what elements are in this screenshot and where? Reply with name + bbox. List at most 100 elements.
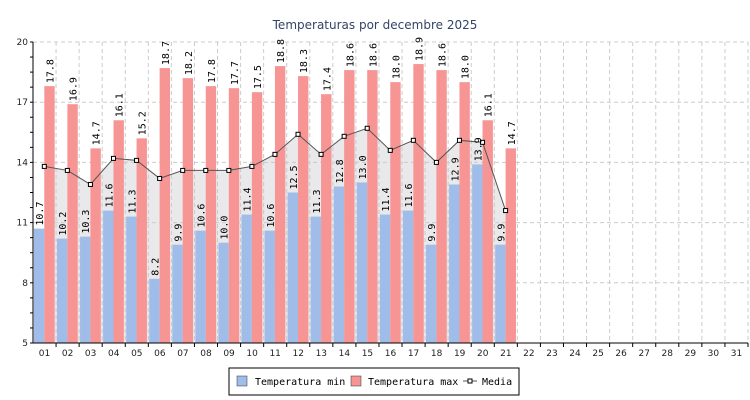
media-marker — [410, 137, 416, 143]
bar-max — [251, 92, 263, 344]
media-marker — [64, 167, 70, 173]
media-marker — [480, 139, 486, 145]
label-min: 10.6 — [197, 204, 208, 228]
bar-max — [482, 120, 493, 343]
x-tick-label: 21 — [500, 349, 511, 359]
bar-min — [310, 216, 322, 343]
media-marker — [41, 163, 47, 169]
label-min: 11.4 — [381, 187, 392, 211]
label-min: 12.5 — [289, 165, 300, 189]
label-max: 14.7 — [92, 121, 103, 145]
bar-max — [205, 86, 217, 343]
bar-min — [218, 242, 229, 343]
grid — [33, 41, 749, 343]
label-min: 11.4 — [243, 187, 254, 211]
media-marker — [341, 133, 347, 139]
x-tick-label: 14 — [339, 349, 351, 359]
media-marker — [503, 208, 509, 214]
x-tick-label: 17 — [408, 349, 419, 359]
label-min: 10.0 — [220, 216, 231, 240]
bar-max — [182, 78, 194, 344]
x-tick-label: 05 — [131, 349, 142, 359]
label-max: 18.6 — [368, 43, 379, 67]
x-tick-label: 10 — [246, 349, 258, 359]
x-tick-label: 23 — [546, 349, 557, 359]
label-min: 9.9 — [427, 224, 438, 242]
bar-max — [390, 82, 401, 343]
bar-max — [113, 120, 124, 343]
chart-title: Temperaturas por decembre 2025 — [272, 18, 478, 32]
label-min: 10.3 — [81, 210, 92, 234]
bar-min — [264, 230, 275, 343]
media-marker — [87, 181, 93, 187]
bar-min — [33, 228, 45, 343]
label-max: 18.0 — [461, 55, 472, 79]
bar-min — [379, 214, 391, 343]
bar-min — [333, 186, 345, 343]
x-tick-label: 19 — [454, 349, 466, 359]
y-tick-label: 14 — [17, 158, 29, 168]
x-tick-label: 31 — [731, 349, 742, 359]
bar-max — [436, 70, 447, 344]
media-line — [41, 125, 509, 214]
x-tick-label: 08 — [200, 349, 212, 359]
bar-max — [367, 70, 378, 344]
label-max: 18.9 — [415, 37, 426, 61]
legend-label-min: Temperatura min — [255, 377, 345, 388]
label-min: 12.9 — [450, 157, 461, 181]
media-marker — [180, 167, 186, 173]
label-max: 17.8 — [207, 59, 218, 83]
bar-max — [44, 86, 55, 343]
bar-min — [402, 210, 414, 343]
media-marker — [249, 163, 255, 169]
label-max: 17.8 — [45, 59, 56, 83]
bar-max — [413, 64, 424, 343]
bar-max — [228, 88, 240, 343]
bar-min — [472, 164, 483, 343]
media-marker — [272, 151, 278, 157]
label-max: 17.4 — [322, 67, 333, 91]
x-tick-label: 06 — [154, 349, 166, 359]
media-marker — [318, 151, 324, 157]
label-min: 13.9 — [473, 137, 484, 161]
label-max: 16.9 — [69, 77, 80, 101]
bar-max — [274, 66, 286, 343]
bar-min — [287, 192, 299, 343]
label-min: 13.0 — [358, 155, 369, 179]
bar-min — [126, 216, 137, 343]
bar-min — [195, 230, 206, 343]
x-tick-label: 27 — [638, 349, 649, 359]
x-tick-label: 13 — [316, 349, 327, 359]
y-tick-label: 20 — [17, 38, 29, 48]
label-min: 11.6 — [404, 183, 415, 207]
x-tick-label: 29 — [685, 349, 697, 359]
bar-min — [356, 182, 368, 343]
label-max: 16.1 — [484, 93, 495, 117]
media-marker — [134, 157, 140, 163]
media-marker — [456, 137, 462, 143]
label-min: 10.7 — [35, 202, 46, 226]
bar-max — [67, 104, 78, 343]
data-labels: 10.7 10.2 10.3 11.6 11.3 8.2 9.9 10.6 10.0 11.4 10… — [35, 37, 518, 276]
media-marker — [226, 167, 232, 173]
bar-max — [136, 138, 147, 343]
media-marker — [387, 147, 393, 153]
media-marker — [433, 159, 439, 165]
legend-label-max: Temperatura max — [368, 377, 458, 388]
bar-min — [495, 244, 506, 343]
x-tick-label: 18 — [431, 349, 443, 359]
label-min: 10.6 — [266, 204, 277, 228]
label-max: 17.7 — [230, 61, 241, 85]
bar-min — [149, 278, 160, 343]
bar-max — [505, 148, 516, 343]
bar-min — [241, 214, 252, 343]
label-min: 11.3 — [312, 189, 323, 213]
x-tick-label: 02 — [62, 349, 73, 359]
x-tick-label: 22 — [523, 349, 534, 359]
label-min: 9.9 — [496, 224, 507, 242]
x-tick-label: 26 — [615, 349, 627, 359]
x-tick-label: 30 — [708, 349, 720, 359]
media-marker — [364, 125, 370, 131]
label-max: 15.2 — [138, 111, 149, 135]
bar-max — [298, 76, 309, 343]
